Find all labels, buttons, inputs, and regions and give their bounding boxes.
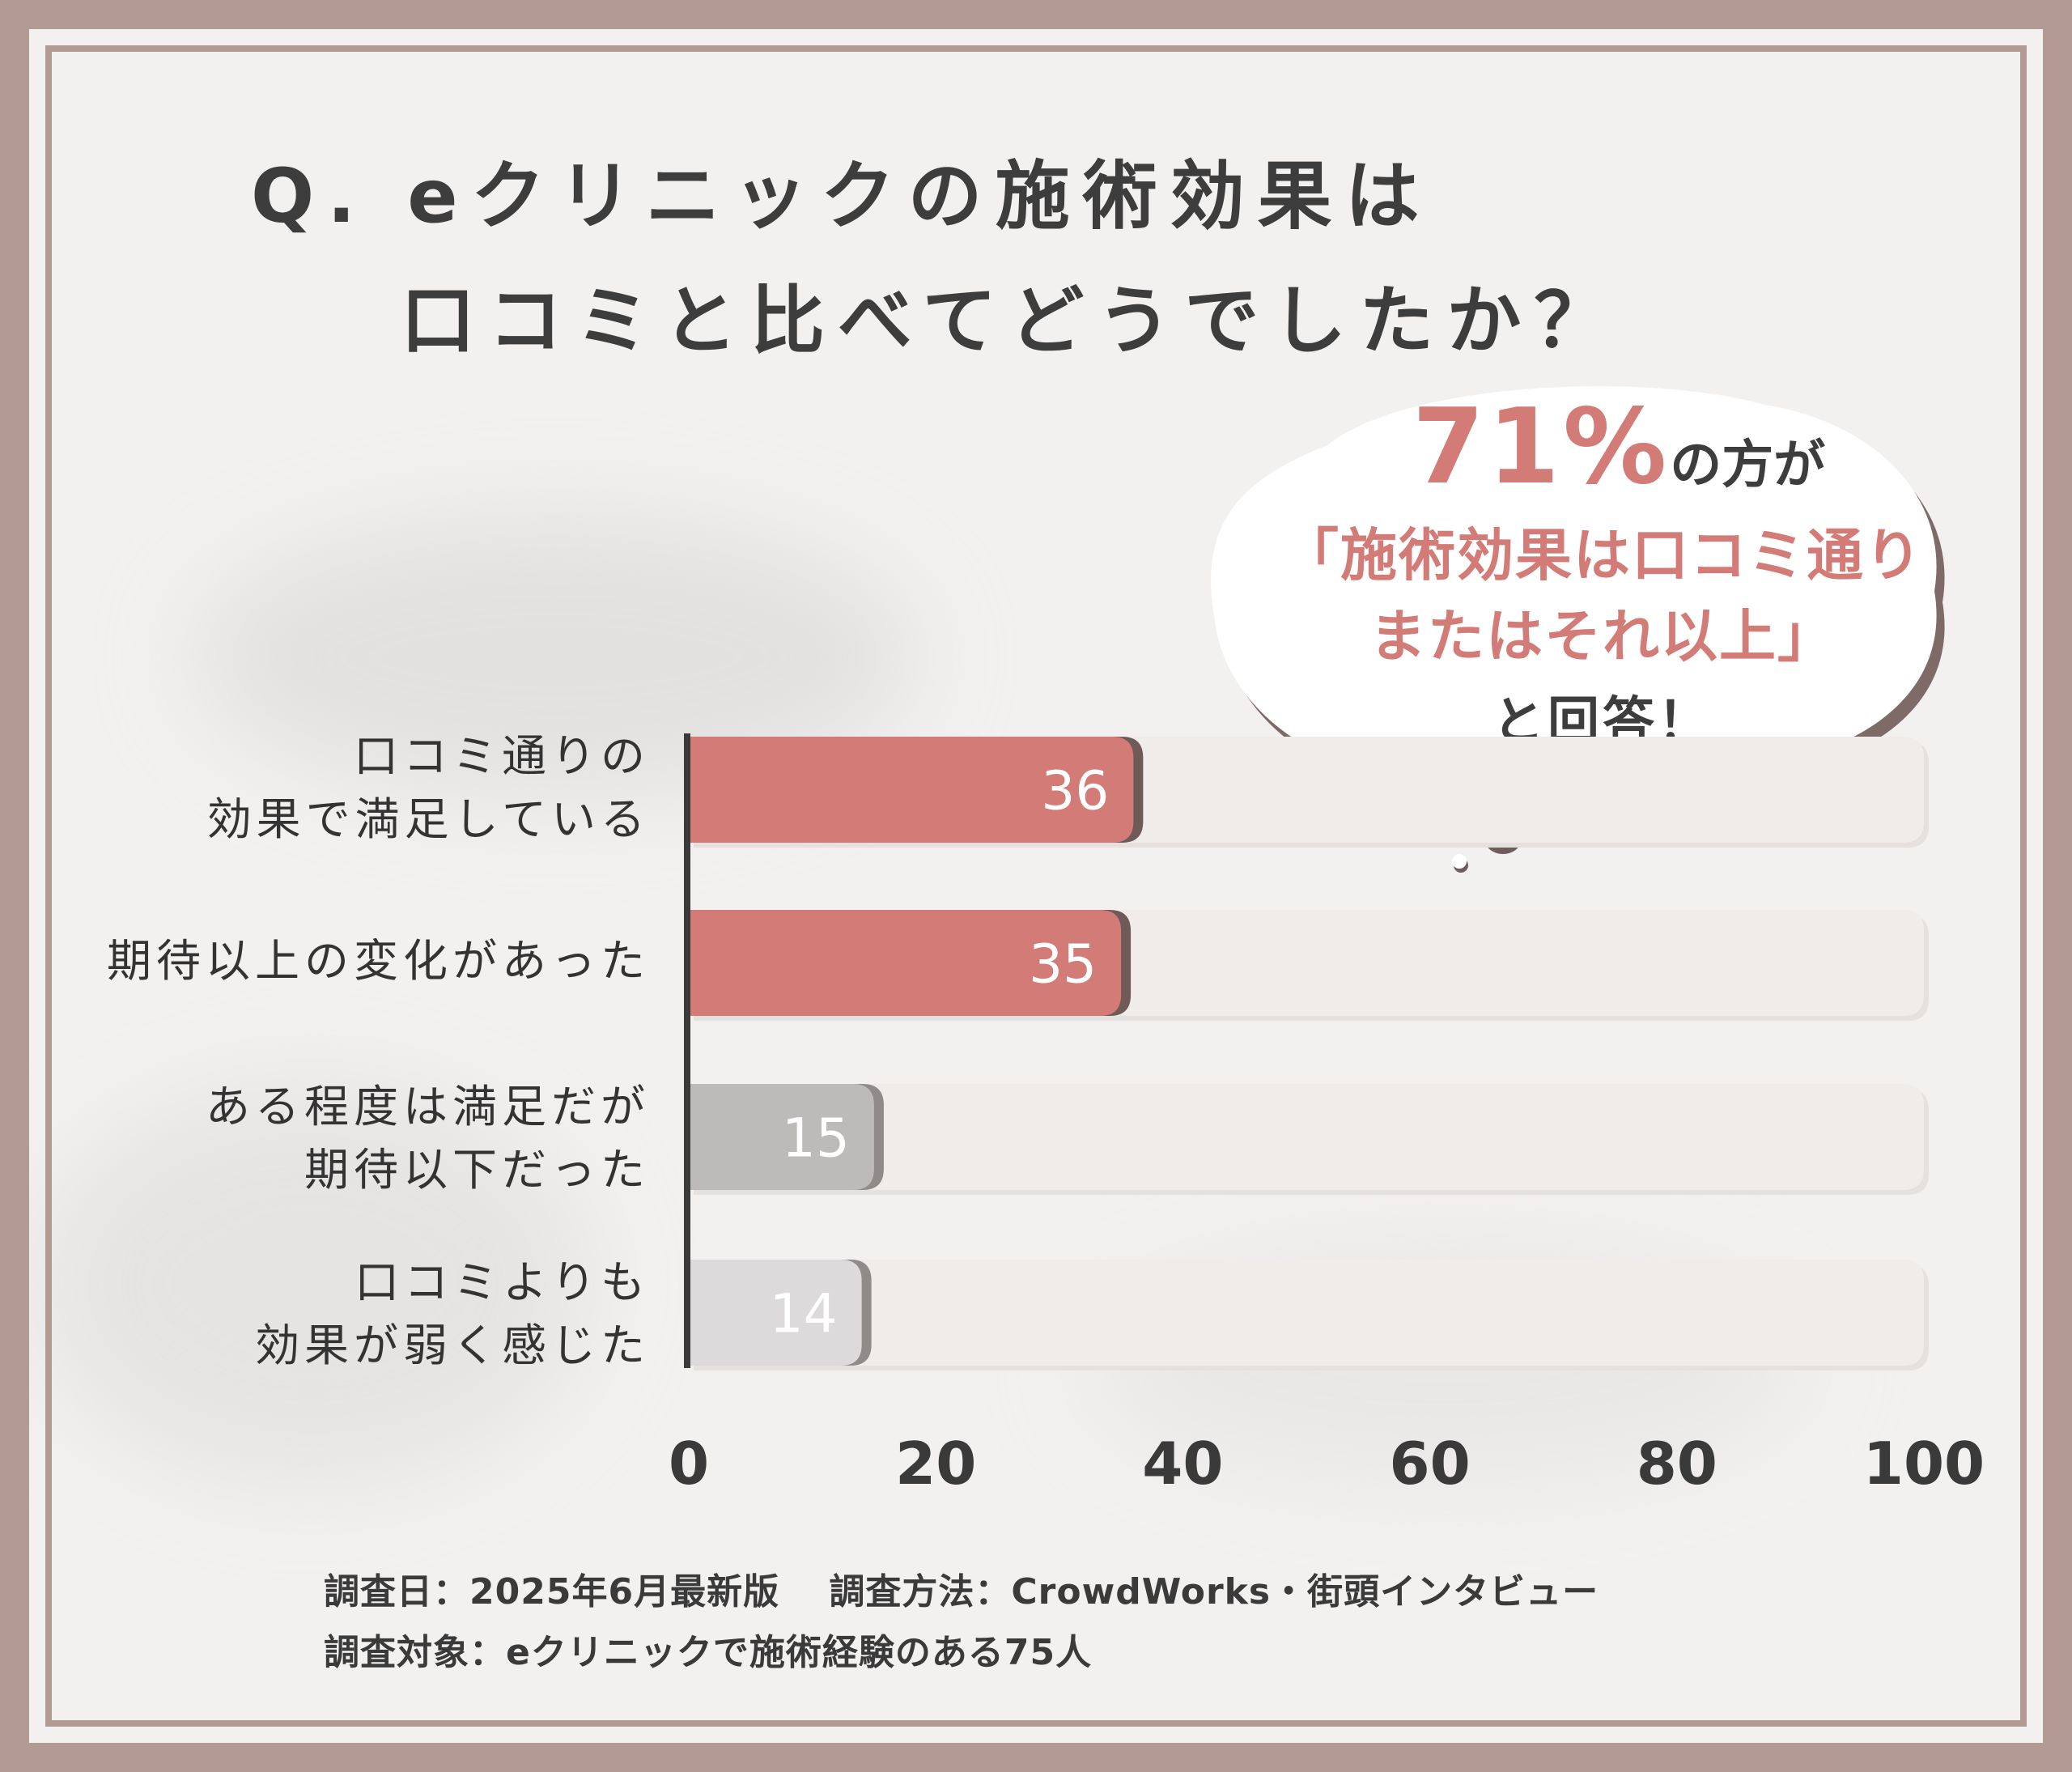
category-label: 口コミよりも 効果が弱く感じた <box>2 1251 650 1377</box>
callout-headline: 71%の方が <box>1376 387 1862 508</box>
category-label: 期待以上の変化があった <box>2 929 650 992</box>
bar <box>689 1260 862 1366</box>
category-label-line: 効果で満足している <box>206 793 650 845</box>
title-line-1: Q. eクリニックの施術効果は <box>251 153 1433 240</box>
thought-dot-small <box>1452 854 1467 869</box>
category-label-line: 口コミよりも <box>355 1256 650 1308</box>
bar <box>689 910 1122 1016</box>
x-tick-label: 40 <box>1142 1430 1223 1498</box>
background-wash <box>29 1081 596 1486</box>
x-tick-label: 100 <box>1863 1430 1985 1498</box>
x-tick-label: 80 <box>1637 1430 1717 1498</box>
survey-info-line-1: 調査日：2025年6月最新版 調査方法：CrowdWorks・街頭インタビュー <box>324 1571 1599 1613</box>
category-label-line: 効果が弱く感じた <box>254 1319 650 1371</box>
callout-suffix: の方が <box>1670 436 1826 495</box>
category-label-line: 口コミ通りの <box>353 730 650 782</box>
callout-percent: 71% <box>1412 387 1671 508</box>
category-label: ある程度は満足だが 期待以下だった <box>2 1075 650 1201</box>
bar <box>689 737 1134 843</box>
callout-quote-line-1: 「施術効果は口コミ通り <box>1282 522 1923 589</box>
title-line-2: 口コミと比べてどうでしたか？ <box>401 278 1622 364</box>
bar-value-label: 15 <box>782 1107 850 1170</box>
callout-quote-line-2: またはそれ以上」 <box>1369 603 1836 669</box>
inner-border <box>45 45 2027 1727</box>
bar-value-label: 14 <box>770 1283 838 1345</box>
bar-value-label: 35 <box>1029 933 1097 996</box>
bar <box>689 1084 874 1190</box>
x-tick-label: 60 <box>1389 1430 1470 1498</box>
x-tick-label: 20 <box>895 1430 976 1498</box>
bar-track <box>689 1260 1924 1366</box>
bar-value-label: 36 <box>1041 760 1109 822</box>
bubble-body <box>1211 386 1937 820</box>
category-label-line: 期待以上の変化があった <box>106 935 650 987</box>
x-tick-label: 0 <box>669 1430 709 1498</box>
category-label-line: 期待以下だった <box>304 1144 650 1196</box>
survey-info-line-2: 調査対象：eクリニックで施術経験のある75人 <box>324 1632 1093 1673</box>
category-label-line: ある程度は満足だが <box>205 1081 650 1132</box>
category-label: 口コミ通りの 効果で満足している <box>2 725 650 851</box>
bar-track <box>689 1084 1924 1190</box>
